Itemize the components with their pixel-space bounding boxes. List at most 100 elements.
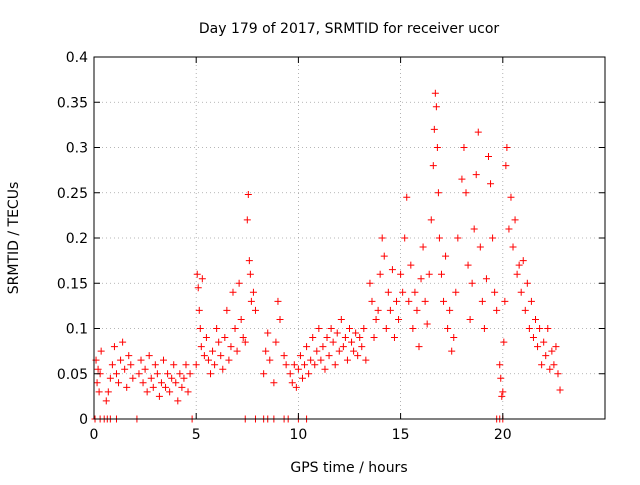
- data-point: [247, 297, 255, 305]
- data-point: [117, 356, 125, 364]
- data-point: [499, 388, 507, 396]
- data-point: [227, 343, 235, 351]
- data-point: [307, 356, 315, 364]
- data-point: [147, 374, 155, 382]
- data-point: [145, 352, 153, 360]
- data-point: [106, 374, 114, 382]
- data-point: [245, 257, 253, 265]
- data-point: [509, 243, 517, 251]
- data-point: [407, 261, 415, 269]
- data-point: [141, 365, 149, 373]
- data-point: [343, 356, 351, 364]
- data-point: [115, 379, 123, 387]
- data-point: [229, 288, 237, 296]
- data-point: [331, 361, 339, 369]
- data-point: [482, 275, 490, 283]
- data-point: [290, 361, 298, 369]
- data-point: [341, 334, 349, 342]
- x-tick-label: 10: [289, 427, 307, 443]
- data-point: [501, 297, 509, 305]
- data-point: [464, 261, 472, 269]
- data-point: [313, 347, 321, 355]
- data-point: [168, 374, 176, 382]
- data-point: [135, 370, 143, 378]
- data-point: [419, 243, 427, 251]
- chart-title: Day 179 of 2017, SRMTID for receiver uco…: [199, 21, 500, 37]
- data-point: [405, 297, 413, 305]
- data-point: [350, 347, 358, 355]
- data-point: [249, 288, 257, 296]
- data-point: [348, 338, 356, 346]
- data-point: [172, 379, 180, 387]
- data-point: [552, 343, 560, 351]
- data-point: [108, 361, 116, 369]
- data-point: [176, 370, 184, 378]
- data-point: [244, 191, 252, 199]
- data-point: [270, 379, 278, 387]
- data-point: [536, 325, 544, 332]
- data-point: [425, 270, 433, 278]
- x-tick-label: 20: [494, 427, 512, 443]
- data-point: [401, 234, 409, 242]
- data-point: [511, 216, 519, 224]
- data-point: [211, 361, 219, 369]
- data-point: [112, 370, 120, 378]
- data-point: [170, 361, 178, 369]
- data-point: [339, 343, 347, 351]
- data-point: [301, 361, 309, 369]
- data-point: [164, 370, 172, 378]
- data-point: [491, 288, 499, 296]
- data-point: [315, 325, 323, 332]
- data-point: [219, 365, 227, 373]
- data-point: [102, 397, 110, 405]
- x-tick-label: 5: [192, 427, 201, 443]
- data-point: [433, 144, 441, 151]
- data-point: [104, 388, 112, 396]
- data-point: [193, 270, 201, 278]
- data-point: [366, 279, 374, 287]
- data-point: [540, 338, 548, 346]
- data-point: [119, 338, 127, 346]
- data-point: [472, 171, 480, 179]
- data-point: [225, 356, 233, 364]
- data-point: [384, 288, 392, 296]
- data-point: [303, 343, 311, 351]
- data-point: [437, 270, 445, 278]
- data-point: [442, 252, 450, 260]
- data-point: [174, 397, 182, 405]
- data-point: [217, 352, 225, 360]
- data-point: [198, 275, 206, 283]
- data-point: [484, 153, 492, 161]
- data-point: [546, 365, 554, 373]
- data-point: [435, 234, 443, 242]
- data-point: [182, 361, 190, 369]
- data-point: [478, 297, 486, 305]
- data-point: [487, 180, 495, 188]
- data-point: [94, 365, 102, 373]
- data-point: [529, 334, 537, 342]
- data-point: [202, 334, 210, 342]
- data-point: [370, 334, 378, 342]
- data-point: [276, 315, 284, 323]
- data-point: [260, 370, 268, 378]
- data-point: [110, 343, 118, 351]
- data-point: [139, 379, 147, 387]
- data-point: [155, 392, 163, 400]
- data-point: [246, 270, 254, 278]
- data-point: [356, 334, 364, 342]
- data-point: [444, 325, 452, 332]
- data-point: [151, 361, 159, 369]
- data-point: [390, 334, 398, 342]
- data-point: [358, 343, 366, 351]
- data-point: [413, 306, 421, 314]
- data-point: [446, 306, 454, 314]
- data-point: [288, 379, 296, 387]
- data-point: [166, 388, 174, 396]
- data-point: [213, 325, 221, 332]
- y-tick-label: 0.4: [66, 50, 88, 66]
- data-series-srmtid: [91, 89, 564, 423]
- data-point: [423, 320, 431, 328]
- data-point: [503, 144, 511, 151]
- data-point: [496, 361, 504, 369]
